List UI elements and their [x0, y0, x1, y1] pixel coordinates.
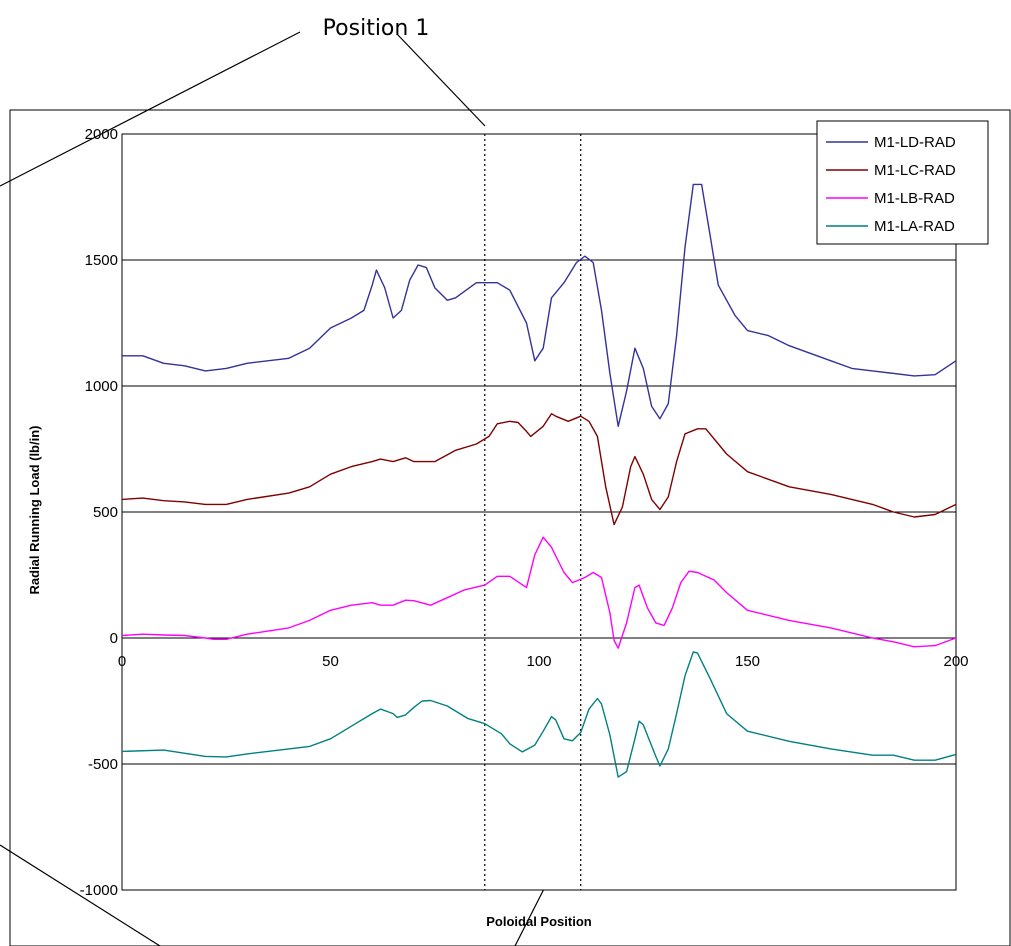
- x-tick-labels: 0 50 100 150 200: [118, 653, 969, 670]
- y-tick-label: 2000: [85, 126, 118, 143]
- y-tick-label: 1000: [85, 378, 118, 395]
- series-line: [121, 651, 957, 778]
- y-tick-label: 1500: [85, 252, 118, 269]
- x-tick-label: 200: [943, 653, 968, 670]
- y-tick-label: -1000: [80, 882, 118, 899]
- x-tick-label: 0: [118, 653, 126, 670]
- legend-label: M1-LC-RAD: [874, 162, 956, 179]
- series-line: [121, 413, 957, 526]
- gridlines: [122, 133, 956, 891]
- y-tick-labels: -1000 -500 0 500 1000 1500 2000: [80, 126, 118, 899]
- legend-label: M1-LD-RAD: [874, 134, 956, 151]
- callout-leader-right: [396, 33, 486, 127]
- callout-label: Position 1: [323, 16, 430, 41]
- legend-label: M1-LB-RAD: [874, 190, 955, 207]
- x-tick-label: 150: [735, 653, 760, 670]
- y-axis-title: Radial Running Load (lb/in): [27, 426, 42, 595]
- y-tick-label: 0: [110, 630, 118, 647]
- series-lines: [121, 183, 957, 778]
- x-tick-label: 100: [526, 653, 551, 670]
- series-line: [122, 183, 957, 427]
- y-tick-label: 500: [93, 504, 118, 521]
- x-axis-title: Poloidal Position: [486, 914, 592, 929]
- callout-leader-left: [0, 31, 301, 187]
- series-line: [121, 536, 957, 649]
- y-tick-label: -500: [88, 756, 118, 773]
- legend-label: M1-LA-RAD: [874, 218, 955, 235]
- legend: M1-LD-RAD M1-LC-RAD M1-LB-RAD M1-LA-RAD: [816, 120, 989, 245]
- x-tick-label: 50: [322, 653, 339, 670]
- callout-leader-bottom-left: [0, 844, 161, 946]
